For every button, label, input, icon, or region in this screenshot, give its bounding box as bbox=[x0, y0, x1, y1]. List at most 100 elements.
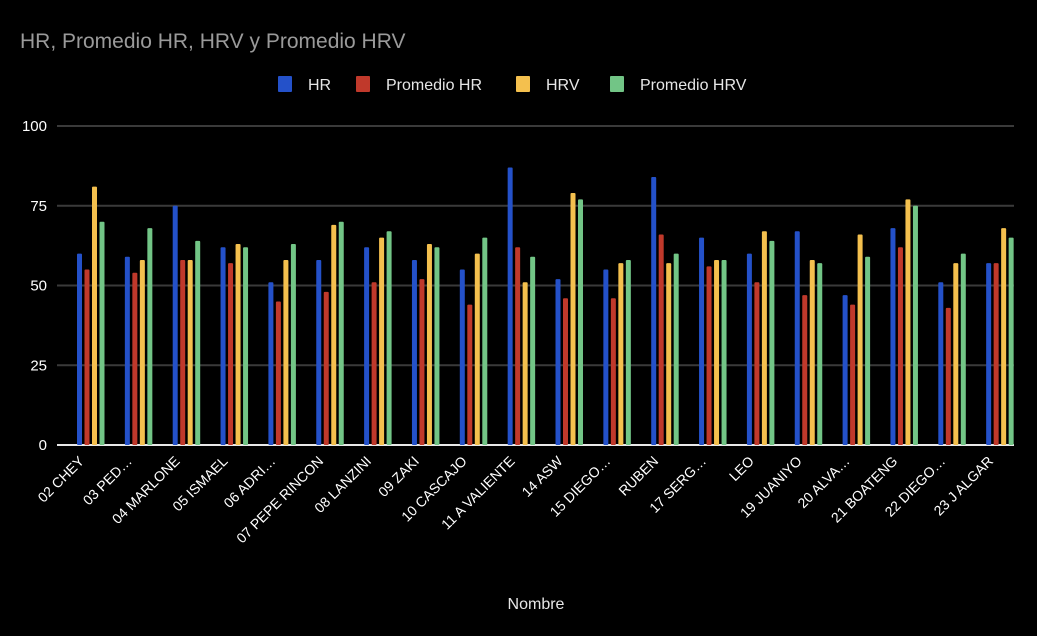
bar-promedio-hr bbox=[84, 269, 90, 445]
bar-promedio-hrv bbox=[865, 256, 871, 445]
legend-label: Promedio HR bbox=[386, 77, 482, 94]
legend-label: HR bbox=[308, 77, 331, 94]
x-tick-label: 07 PEPE RINCON bbox=[233, 453, 326, 546]
bar-hr bbox=[794, 231, 800, 445]
bars bbox=[77, 167, 1014, 446]
bar-hr bbox=[268, 282, 274, 445]
legend-swatch bbox=[278, 76, 292, 92]
bar-promedio-hr bbox=[180, 259, 186, 445]
x-tick-label: 14 ASW bbox=[518, 452, 566, 500]
bar-promedio-hrv bbox=[147, 228, 153, 445]
bar-hr bbox=[124, 256, 130, 445]
bar-promedio-hrv bbox=[721, 259, 727, 445]
bar-hrv bbox=[379, 237, 385, 445]
bar-promedio-hrv bbox=[817, 263, 823, 445]
bar-hr bbox=[938, 282, 944, 445]
y-tick-label: 50 bbox=[30, 278, 47, 295]
bar-hr bbox=[77, 253, 82, 445]
bar-promedio-hr bbox=[515, 247, 521, 445]
bar-hrv bbox=[809, 259, 815, 445]
bar-promedio-hrv bbox=[912, 205, 918, 445]
bar-promedio-hrv bbox=[243, 247, 249, 445]
legend-swatch bbox=[356, 76, 370, 92]
bar-promedio-hrv bbox=[290, 244, 296, 445]
bar-promedio-hrv bbox=[578, 199, 583, 445]
bar-promedio-hr bbox=[323, 291, 329, 445]
bar-promedio-hr bbox=[610, 298, 616, 445]
x-tick-label: RUBEN bbox=[615, 453, 661, 499]
bar-promedio-hrv bbox=[530, 256, 536, 445]
x-axis-title: Nombre bbox=[508, 596, 565, 613]
bar-promedio-hrv bbox=[99, 221, 105, 445]
y-tick-label: 75 bbox=[30, 198, 47, 215]
bar-hr bbox=[364, 247, 370, 445]
bar-hrv bbox=[1001, 228, 1007, 445]
gridlines bbox=[57, 125, 1014, 446]
chart-title: HR, Promedio HR, HRV y Promedio HRV bbox=[20, 30, 406, 53]
bar-promedio-hrv bbox=[769, 240, 775, 445]
bar-hrv bbox=[714, 259, 720, 445]
bar-promedio-hrv bbox=[625, 259, 631, 445]
bar-promedio-hrv bbox=[434, 247, 440, 445]
y-axis-ticks: 0 25 50 75 100 bbox=[22, 118, 47, 454]
bar-hr bbox=[603, 269, 609, 445]
bar-promedio-hr bbox=[419, 279, 425, 445]
bar-promedio-hrv bbox=[673, 253, 679, 445]
bar-hr bbox=[746, 253, 752, 445]
bar-promedio-hrv bbox=[338, 221, 344, 445]
legend-label: Promedio HRV bbox=[640, 77, 747, 94]
bar-hrv bbox=[92, 186, 97, 446]
bar-promedio-hr bbox=[706, 266, 712, 445]
bar-promedio-hrv bbox=[386, 231, 392, 445]
bar-promedio-hr bbox=[467, 304, 473, 445]
bar-promedio-hrv bbox=[960, 253, 966, 445]
y-tick-label: 100 bbox=[22, 118, 47, 135]
bar-hr bbox=[699, 237, 705, 445]
bar-promedio-hrv bbox=[482, 237, 488, 445]
bar-hrv bbox=[857, 234, 863, 445]
legend-swatch bbox=[516, 76, 530, 92]
bar-hrv bbox=[618, 263, 624, 445]
bar-promedio-hr bbox=[945, 307, 951, 445]
bar-hr bbox=[842, 295, 848, 445]
bar-hrv bbox=[474, 253, 480, 445]
bar-hr bbox=[220, 247, 226, 445]
bar-promedio-hr bbox=[228, 263, 234, 445]
legend-label: HRV bbox=[546, 77, 580, 94]
bar-promedio-hr bbox=[897, 247, 903, 445]
bar-promedio-hr bbox=[658, 234, 664, 445]
bar-hr bbox=[172, 205, 178, 445]
legend: HR Promedio HR HRV Promedio HRV bbox=[278, 76, 747, 94]
bar-hr bbox=[411, 259, 417, 445]
bar-hr bbox=[555, 279, 561, 445]
bar-hr bbox=[459, 269, 465, 445]
bar-hr bbox=[316, 259, 322, 445]
y-tick-label: 0 bbox=[39, 437, 47, 454]
bar-promedio-hrv bbox=[1008, 237, 1014, 445]
bar-hrv bbox=[283, 259, 289, 445]
bar-hr bbox=[890, 228, 896, 445]
bar-hrv bbox=[187, 259, 193, 445]
y-tick-label: 25 bbox=[30, 357, 47, 374]
bar-hrv bbox=[953, 263, 959, 445]
bar-hrv bbox=[331, 224, 337, 445]
bar-hrv bbox=[761, 231, 767, 445]
bar-promedio-hr bbox=[993, 263, 999, 445]
bar-promedio-hr bbox=[802, 295, 808, 445]
bar-hr bbox=[507, 167, 513, 445]
bar-hrv bbox=[235, 244, 241, 445]
bar-promedio-hr bbox=[275, 301, 281, 445]
bar-hrv bbox=[905, 199, 911, 445]
bar-promedio-hr bbox=[754, 282, 760, 445]
bar-promedio-hr bbox=[563, 298, 568, 445]
bar-promedio-hr bbox=[371, 282, 377, 445]
bar-promedio-hr bbox=[132, 272, 138, 445]
x-tick-label: LEO bbox=[726, 453, 757, 484]
bar-hr bbox=[651, 177, 657, 446]
bar-hrv bbox=[139, 259, 145, 445]
bar-hrv bbox=[666, 263, 672, 445]
bar-hrv bbox=[570, 192, 576, 445]
bar-hr bbox=[986, 263, 992, 445]
bar-promedio-hr bbox=[850, 304, 856, 445]
